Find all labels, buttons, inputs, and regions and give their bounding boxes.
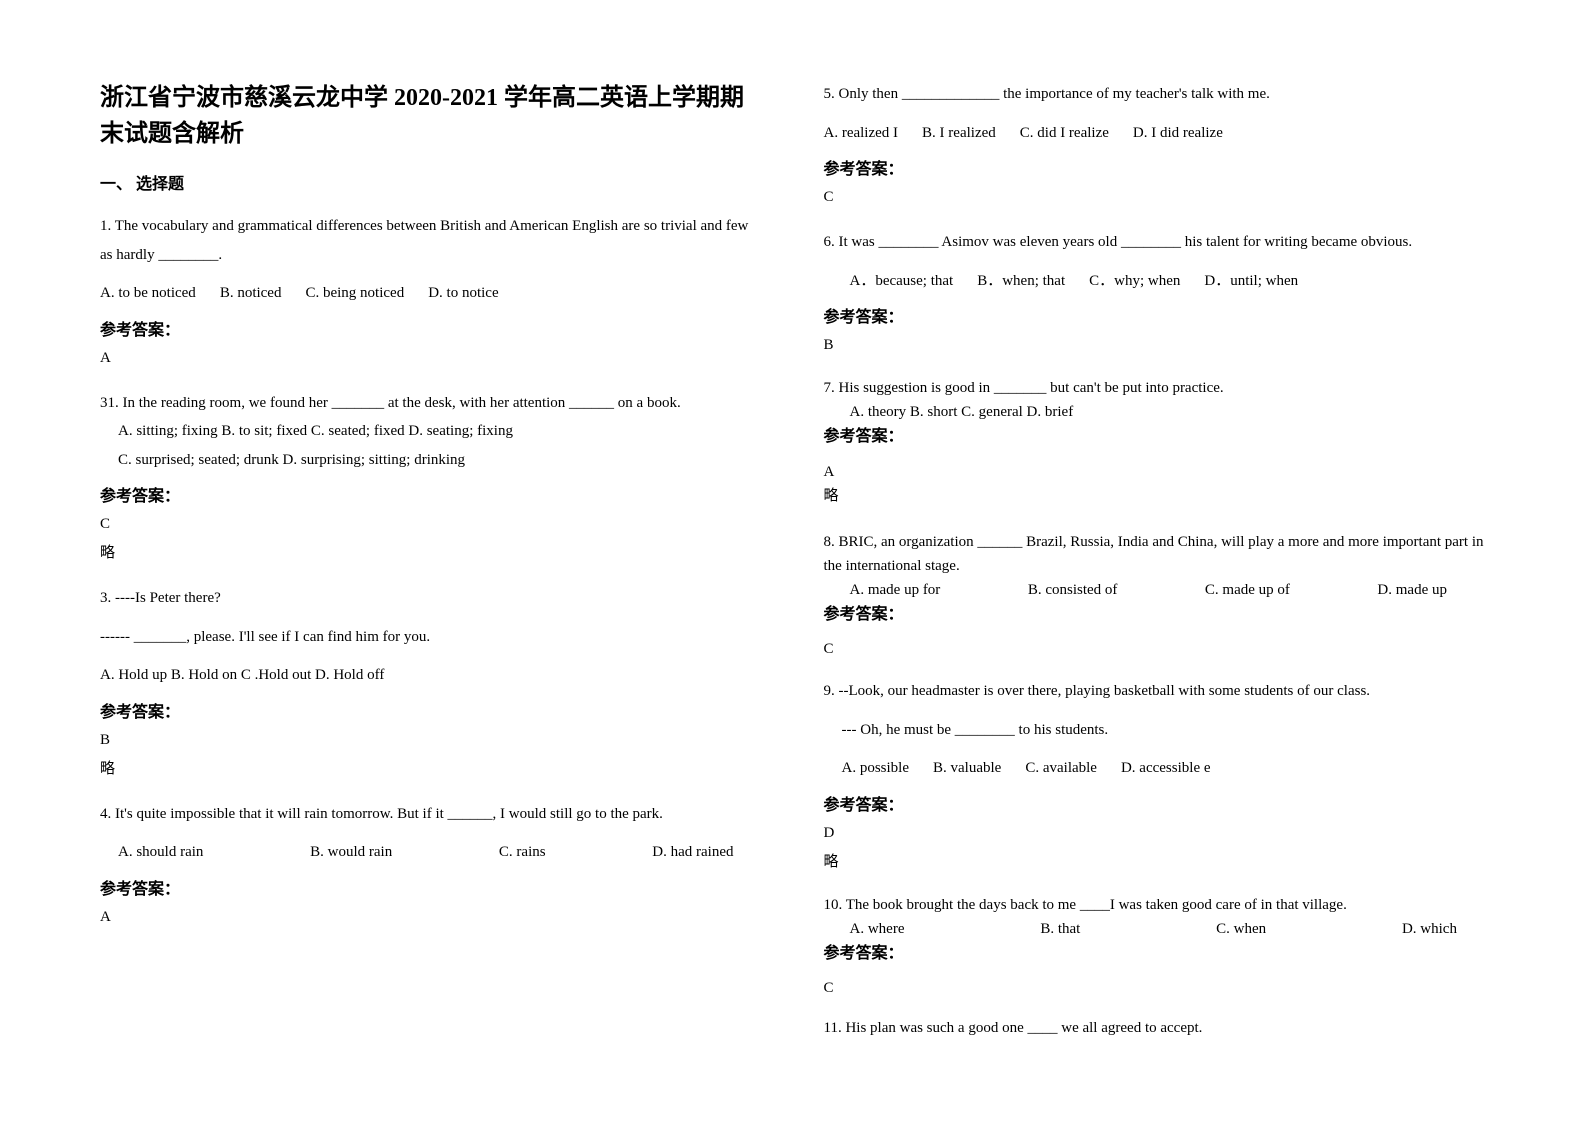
answer-label: 参考答案： — [824, 303, 1488, 327]
answer-label: 参考答案： — [824, 791, 1488, 815]
brief-note: 略 — [824, 850, 1488, 871]
right-column: 5. Only then _____________ the importanc… — [824, 80, 1488, 1082]
answer-value: C — [824, 189, 1488, 206]
question-11: 11. His plan was such a good one ____ we… — [824, 1016, 1488, 1040]
question-text-line1: 9. --Look, our headmaster is over there,… — [824, 677, 1488, 706]
option-b: B. valuable — [933, 754, 1001, 783]
option-c: C. rains — [499, 838, 546, 867]
option-c: C. being noticed — [305, 279, 404, 308]
question-1: 1. The vocabulary and grammatical differ… — [100, 212, 764, 375]
option-a: A. made up for — [850, 578, 941, 602]
question-text: 7. His suggestion is good in _______ but… — [824, 376, 1488, 400]
option-d: D. accessible e — [1121, 754, 1211, 783]
option-c: C. made up of — [1205, 578, 1290, 602]
option-b: B. would rain — [310, 838, 392, 867]
answer-value: C — [100, 516, 764, 533]
answer-label: 参考答案： — [100, 875, 764, 899]
option-a: A. to be noticed — [100, 279, 196, 308]
question-text-line2: ------ _______, please. I'll see if I ca… — [100, 623, 764, 652]
question-7: 7. His suggestion is good in _______ but… — [824, 376, 1488, 516]
options-row: A. to be noticed B. noticed C. being not… — [100, 279, 764, 308]
question-8: 8. BRIC, an organization ______ Brazil, … — [824, 530, 1488, 664]
answer-label: 参考答案： — [824, 424, 1488, 450]
answer-value: A — [824, 460, 1488, 484]
section-header: 一、 选择题 — [100, 170, 764, 194]
option-d: D. made up — [1377, 578, 1447, 602]
option-a: A. should rain — [118, 838, 203, 867]
option-a: A. realized I — [824, 119, 899, 148]
question-3: 3. ----Is Peter there? ------ _______, p… — [100, 584, 764, 786]
options-row: A．because; that B．when; that C．why; when… — [824, 267, 1488, 296]
option-c: C. available — [1025, 754, 1097, 783]
question-4: 4. It's quite impossible that it will ra… — [100, 800, 764, 934]
question-text-line2: --- Oh, he must be ________ to his stude… — [824, 716, 1488, 745]
option-b: B. that — [1040, 917, 1080, 941]
answer-label: 参考答案： — [100, 698, 764, 722]
question-6: 6. It was ________ Asimov was eleven yea… — [824, 228, 1488, 362]
option-b: B. I realized — [922, 119, 996, 148]
answer-label: 参考答案： — [100, 482, 764, 506]
options-row: A. possible B. valuable C. available D. … — [824, 754, 1488, 783]
question-text: 6. It was ________ Asimov was eleven yea… — [824, 228, 1488, 257]
answer-label: 参考答案： — [100, 316, 764, 340]
option-b: B. consisted of — [1028, 578, 1118, 602]
answer-value: A — [100, 909, 764, 926]
answer-label: 参考答案： — [824, 602, 1488, 628]
question-31: 31. In the reading room, we found her __… — [100, 389, 764, 571]
option-d: D. to notice — [428, 279, 498, 308]
answer-value: C — [824, 976, 1488, 1000]
question-text: 4. It's quite impossible that it will ra… — [100, 800, 764, 829]
options-row: A. where B. that C. when D. which — [824, 917, 1488, 941]
options-row: A. made up for B. consisted of C. made u… — [824, 578, 1488, 602]
option-d: D. I did realize — [1133, 119, 1223, 148]
answer-value: B — [824, 337, 1488, 354]
option-c: C．why; when — [1089, 267, 1180, 296]
answer-label: 参考答案： — [824, 155, 1488, 179]
question-text-line1: 3. ----Is Peter there? — [100, 584, 764, 613]
option-b: B．when; that — [977, 267, 1065, 296]
brief-note: 略 — [100, 757, 764, 778]
options-line: A. Hold up B. Hold on C .Hold out D. Hol… — [100, 661, 764, 690]
question-text: 10. The book brought the days back to me… — [824, 893, 1488, 917]
answer-value: C — [824, 637, 1488, 661]
option-d: D. which — [1402, 917, 1457, 941]
left-column: 浙江省宁波市慈溪云龙中学 2020-2021 学年高二英语上学期期末试题含解析 … — [100, 80, 764, 1082]
question-text: 31. In the reading room, we found her __… — [100, 389, 764, 418]
options-row: A. should rain B. would rain C. rains D.… — [100, 838, 764, 867]
brief-note: 略 — [100, 541, 764, 562]
question-9: 9. --Look, our headmaster is over there,… — [824, 677, 1488, 879]
question-text: 5. Only then _____________ the importanc… — [824, 80, 1488, 109]
option-a: A．because; that — [850, 267, 954, 296]
document-title: 浙江省宁波市慈溪云龙中学 2020-2021 学年高二英语上学期期末试题含解析 — [100, 80, 764, 152]
question-5: 5. Only then _____________ the importanc… — [824, 80, 1488, 214]
options-line-1: A. sitting; fixing B. to sit; fixed C. s… — [100, 417, 764, 446]
options-line: A. theory B. short C. general D. brief — [824, 400, 1488, 424]
answer-label: 参考答案： — [824, 941, 1488, 967]
option-d: D. had rained — [652, 838, 733, 867]
options-line-2: C. surprised; seated; drunk D. surprisin… — [100, 446, 764, 475]
option-a: A. where — [850, 917, 905, 941]
option-c: C. did I realize — [1020, 119, 1109, 148]
brief-note: 略 — [824, 484, 1488, 508]
options-row: A. realized I B. I realized C. did I rea… — [824, 119, 1488, 148]
question-text: 1. The vocabulary and grammatical differ… — [100, 212, 764, 269]
option-b: B. noticed — [220, 279, 282, 308]
answer-value: A — [100, 350, 764, 367]
answer-value: D — [824, 825, 1488, 842]
option-d: D．until; when — [1204, 267, 1298, 296]
question-10: 10. The book brought the days back to me… — [824, 893, 1488, 1003]
option-c: C. when — [1216, 917, 1266, 941]
question-text: 8. BRIC, an organization ______ Brazil, … — [824, 530, 1488, 578]
answer-value: B — [100, 732, 764, 749]
question-text: 11. His plan was such a good one ____ we… — [824, 1016, 1488, 1040]
option-a: A. possible — [842, 754, 910, 783]
